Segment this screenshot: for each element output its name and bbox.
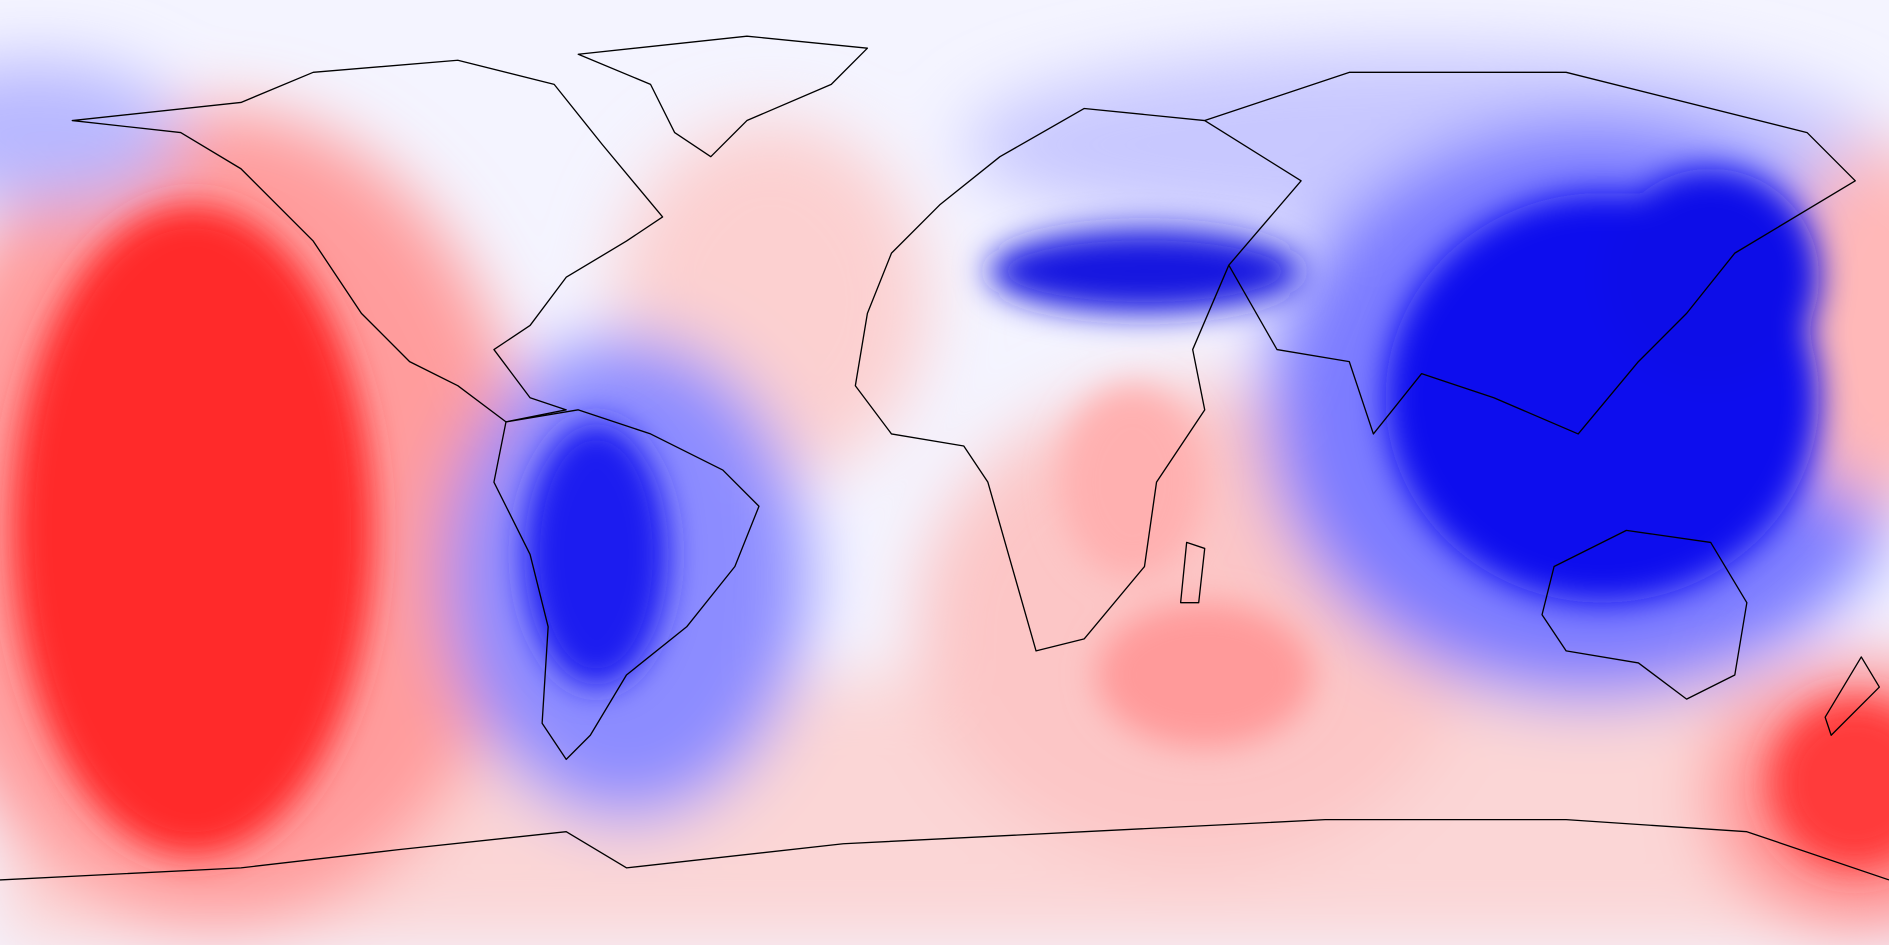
new-zealand: [1824, 656, 1881, 736]
greenland: [577, 35, 869, 158]
asia: [1204, 71, 1856, 435]
coastlines: [0, 35, 1889, 881]
japan-core: [1602, 168, 1820, 386]
field-core: [12, 168, 1889, 868]
southeast-core: [1770, 699, 1889, 868]
south-america: [493, 409, 760, 761]
madagascar: [1179, 541, 1206, 604]
antarctica: [0, 818, 1889, 881]
amazon-core: [524, 421, 669, 688]
pacific-core: [12, 204, 374, 856]
eastafrica-warm: [1060, 385, 1205, 579]
indian-warm: [1096, 602, 1314, 748]
mediterranean-core: [987, 229, 1302, 314]
alaska-cool: [0, 60, 181, 205]
north-america: [71, 59, 664, 423]
australia: [1541, 529, 1748, 700]
africa-europe: [854, 107, 1302, 652]
